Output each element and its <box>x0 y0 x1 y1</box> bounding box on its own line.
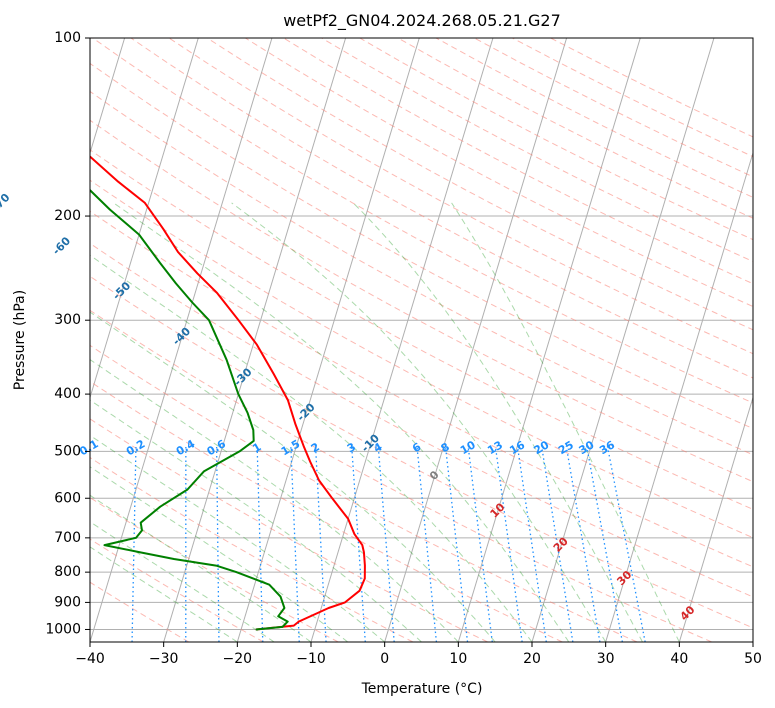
dry-adiabat <box>90 210 753 568</box>
dry-adiabat <box>90 309 712 642</box>
y-tick-label: 200 <box>54 208 81 224</box>
mixing-ratio-line <box>467 446 493 642</box>
dry-adiabat <box>90 581 190 642</box>
dry-adiabat <box>90 90 753 456</box>
dry-adiabat <box>206 38 753 331</box>
mixing-ratio-line <box>256 446 264 642</box>
dry-adiabat <box>90 538 264 642</box>
chart-overlay: -100-90-80-70-60-50-40-30-20-10010203040… <box>0 191 698 624</box>
moist-adiabat <box>90 358 459 642</box>
mixing-ratio-line <box>494 446 523 642</box>
dry-adiabat <box>90 179 753 539</box>
chart-title: wetPf2_GN04.2024.268.05.21.G27 <box>283 11 561 31</box>
mixing-ratio-line <box>516 446 547 642</box>
dry-adiabat <box>90 149 753 510</box>
y-tick-label: 100 <box>54 30 81 46</box>
moist-adiabat <box>113 202 570 642</box>
dry-adiabat <box>168 38 753 355</box>
mixing-ratio-line <box>290 446 300 642</box>
y-tick-label: 900 <box>54 594 81 610</box>
x-tick-label: 40 <box>670 651 688 667</box>
mixing-ratio-line <box>377 446 395 642</box>
isotherm-line <box>384 38 568 642</box>
y-tick-label: 600 <box>54 490 81 506</box>
moist-adiabat <box>231 202 607 642</box>
moist-adiabat <box>90 466 349 642</box>
y-tick-label: 500 <box>54 443 81 459</box>
y-tick-label: 700 <box>54 530 81 546</box>
x-axis-label: Temperature (°C) <box>361 681 483 697</box>
x-tick-label: 20 <box>523 651 541 667</box>
dewpoint-line <box>90 188 289 631</box>
moist-adiabat <box>90 494 312 642</box>
dry-adiabat <box>90 418 488 642</box>
mixing-ratio-line <box>416 446 438 642</box>
moist-adiabat <box>352 202 643 642</box>
x-tick-label: −10 <box>296 651 326 667</box>
y-tick-label: 1000 <box>45 621 81 637</box>
isotherm-line <box>236 38 420 642</box>
dry-adiabat <box>283 38 753 285</box>
mixing-ratio-line <box>215 446 220 642</box>
dry-adiabat <box>90 242 753 598</box>
mixing-ratio-line <box>586 446 623 642</box>
x-tick-label: 0 <box>380 651 389 667</box>
plot-frame <box>89 37 754 643</box>
temperature-line <box>90 155 366 631</box>
dry-adiabat <box>90 456 414 642</box>
isotherm-line <box>163 38 347 642</box>
x-tick-label: 30 <box>597 651 615 667</box>
y-axis-label: Pressure (hPa) <box>12 290 28 390</box>
isotherm-line <box>605 151 753 642</box>
x-tick-label: −30 <box>149 651 179 667</box>
mixing-ratio-line <box>606 446 646 642</box>
mixing-ratio-line <box>444 446 469 642</box>
x-tick-label: −20 <box>223 651 253 667</box>
isotherm-line <box>310 38 494 642</box>
isotherm-line <box>90 38 126 155</box>
isotherm-line <box>531 38 715 642</box>
isotherm-line <box>90 38 199 400</box>
isotherm-line <box>678 395 753 642</box>
x-tick-label: −40 <box>75 651 105 667</box>
mixing-ratio-line <box>540 446 574 642</box>
mixing-ratio-line <box>131 446 137 642</box>
moist-adiabat <box>90 311 496 642</box>
y-tick-label: 400 <box>54 386 81 402</box>
isotherm-line <box>457 38 641 642</box>
mixing-ratio-line <box>351 446 366 642</box>
moist-adiabat <box>451 202 680 642</box>
x-tick-label: 10 <box>449 651 467 667</box>
x-tick-label: 50 <box>744 651 762 667</box>
plot-area <box>90 38 753 642</box>
mixing-ratio-line <box>565 446 601 642</box>
y-tick-label: 800 <box>54 564 81 580</box>
dry-adiabat <box>90 62 753 430</box>
y-tick-label: 300 <box>54 312 81 328</box>
